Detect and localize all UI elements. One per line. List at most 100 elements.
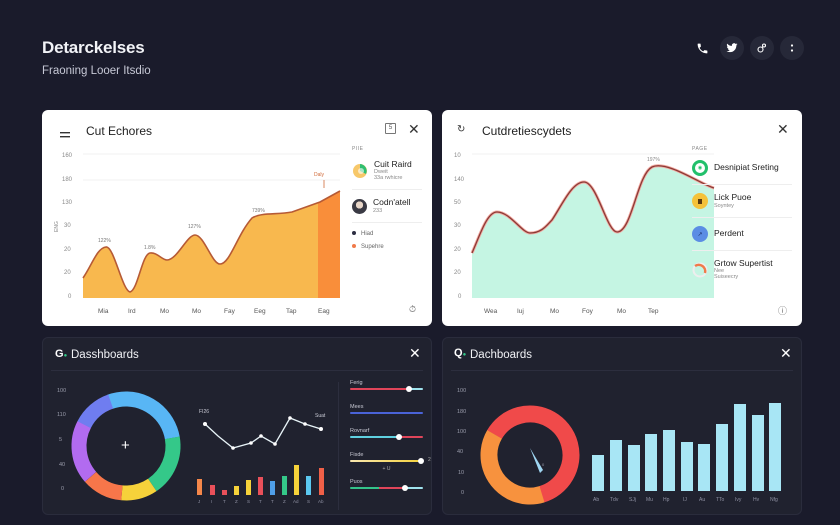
item-name: Cuit Raird	[374, 159, 412, 169]
list-item[interactable]: Codn'atell 233	[352, 190, 422, 223]
more-vertical-icon[interactable]	[780, 36, 804, 60]
slider-rovnarf[interactable]	[350, 433, 423, 440]
svg-text:Ab: Ab	[593, 497, 599, 503]
slider-label: Puos	[350, 479, 363, 485]
svg-text:Au: Au	[699, 497, 705, 503]
svg-text:0: 0	[461, 490, 464, 496]
line-chart: FI26 Suat	[199, 409, 326, 450]
slider-note: + U	[382, 466, 391, 472]
svg-text:Ab: Ab	[318, 499, 324, 504]
search-logo-icon: Q●	[454, 347, 467, 359]
card-title: Dachboards	[470, 349, 533, 361]
item-sub: Dweit	[374, 169, 388, 176]
info-icon[interactable]: ⓘ	[778, 306, 788, 316]
expand-icon[interactable]: 5	[385, 123, 396, 134]
svg-text:Fay: Fay	[224, 308, 236, 315]
svg-text:127%: 127%	[188, 224, 201, 230]
svg-text:Ird: Ird	[128, 308, 136, 315]
slider-puos[interactable]	[350, 484, 423, 491]
card-title: Dasshboards	[71, 349, 139, 361]
slider-value: 220	[428, 457, 431, 463]
svg-text:100: 100	[457, 429, 466, 435]
svg-text:130: 130	[62, 200, 73, 206]
item-sub: Soyntey	[714, 202, 734, 209]
slider-label: Mees	[350, 404, 364, 410]
svg-text:Hv: Hv	[753, 497, 760, 503]
list-item[interactable]: Cuit Raird Dweit 33a rwhicre	[352, 152, 422, 191]
phone-icon[interactable]	[690, 36, 714, 60]
svg-text:FI26: FI26	[199, 409, 209, 415]
svg-text:ENG: ENG	[54, 221, 60, 232]
svg-text:197%: 197%	[647, 157, 660, 163]
slider-label: Rovnarf	[350, 428, 370, 434]
slider-fisde[interactable]: 220	[350, 457, 431, 464]
divider	[51, 370, 423, 371]
chart-icon: ↗	[692, 226, 708, 242]
list-item[interactable]: Grtow Supertist Nee Suiseecry	[692, 251, 792, 288]
svg-text:Z: Z	[283, 499, 286, 504]
svg-text:180: 180	[457, 409, 466, 415]
legend-header: PIIE	[352, 146, 364, 152]
svg-text:20: 20	[454, 270, 461, 276]
svg-text:20: 20	[454, 247, 461, 253]
item-name: Lick Puoe	[714, 192, 752, 203]
svg-text:30: 30	[64, 223, 71, 229]
card-cutdretiescydets: ↻ Cutdretiescydets ✕ 10 140 50 30 20 20 0 197…	[442, 110, 802, 326]
svg-text:180: 180	[62, 177, 73, 183]
close-icon[interactable]: ✕	[409, 345, 421, 361]
legend-header: PAGE	[692, 146, 708, 152]
area-chart: 10 140 50 30 20 20 0 197% Wea Iuj Mo Foy Mo Tep	[454, 153, 715, 315]
svg-text:122%: 122%	[98, 238, 111, 244]
svg-text:Suat: Suat	[315, 413, 326, 419]
svg-text:10: 10	[454, 153, 461, 159]
svg-text:S: S	[307, 499, 310, 504]
twitter-icon[interactable]	[720, 36, 744, 60]
item-sub: 233	[373, 207, 383, 214]
svg-text:T: T	[259, 499, 262, 504]
svg-text:Iuj: Iuj	[517, 308, 524, 315]
svg-text:1.8%: 1.8%	[144, 245, 156, 251]
svg-text:Mu: Mu	[646, 497, 653, 503]
card-cut-echores: Cut Echores 5 ✕ 160 180 130 30 20 20 0 ENG 12…	[42, 110, 432, 326]
svg-text:Tap: Tap	[286, 308, 297, 315]
menu-icon[interactable]	[60, 126, 70, 144]
svg-text:0: 0	[68, 294, 72, 300]
target-icon: ◉	[692, 160, 708, 176]
svg-text:10: 10	[458, 470, 464, 476]
item-name: Desnipiat Sreting	[714, 162, 779, 173]
timer-icon[interactable]: ⏱	[409, 304, 417, 314]
item-sub: 33a rwhicre	[374, 175, 403, 182]
page-title: Detarckelses	[42, 38, 145, 57]
svg-text:5: 5	[59, 437, 62, 443]
svg-text:Eag: Eag	[318, 308, 330, 315]
svg-text:T: T	[271, 499, 274, 504]
slider-label: Fisde	[350, 452, 364, 458]
item-name: Codn'atell	[373, 197, 411, 208]
svg-text:40: 40	[457, 449, 463, 455]
svg-text:Nfg: Nfg	[770, 497, 778, 503]
close-icon[interactable]: ✕	[780, 345, 792, 361]
svg-text:I: I	[211, 499, 212, 504]
link-icon[interactable]	[750, 36, 774, 60]
progress-icon	[692, 262, 708, 278]
list-item[interactable]: Lick Puoe Soyntey	[692, 185, 792, 218]
list-item[interactable]: ◉ Desnipiat Sreting	[692, 152, 792, 185]
donut-chart: 100 110 5 40 0 +	[57, 388, 181, 501]
item-name: Perdent	[714, 228, 744, 239]
legend-item-hiad: Hiad	[352, 230, 422, 237]
svg-text:20: 20	[64, 247, 71, 253]
slider-ferig[interactable]	[350, 385, 423, 392]
close-icon[interactable]: ✕	[408, 121, 420, 137]
svg-text:Foy: Foy	[582, 308, 594, 315]
legend-panel: PAGE ◉ Desnipiat Sreting Lick Puoe Soynt…	[692, 146, 792, 288]
slider-mees[interactable]	[350, 412, 423, 414]
slider-panel: Ferig Mees Rovnarf Fisde 220 + U Puos	[350, 380, 431, 503]
card-dachboards: Q● Dachboards ✕ 100 180 100 40 10 0 0 Ab	[442, 337, 802, 515]
refresh-icon[interactable]: ↻	[457, 124, 466, 135]
svg-text:Mo: Mo	[550, 308, 559, 315]
header-actions	[690, 36, 804, 60]
page-subtitle: Fraoning Looer Itsdio	[42, 65, 151, 77]
close-icon[interactable]: ✕	[777, 121, 789, 137]
svg-text:Ivy: Ivy	[735, 497, 742, 503]
list-item[interactable]: ↗ Perdent	[692, 218, 792, 251]
